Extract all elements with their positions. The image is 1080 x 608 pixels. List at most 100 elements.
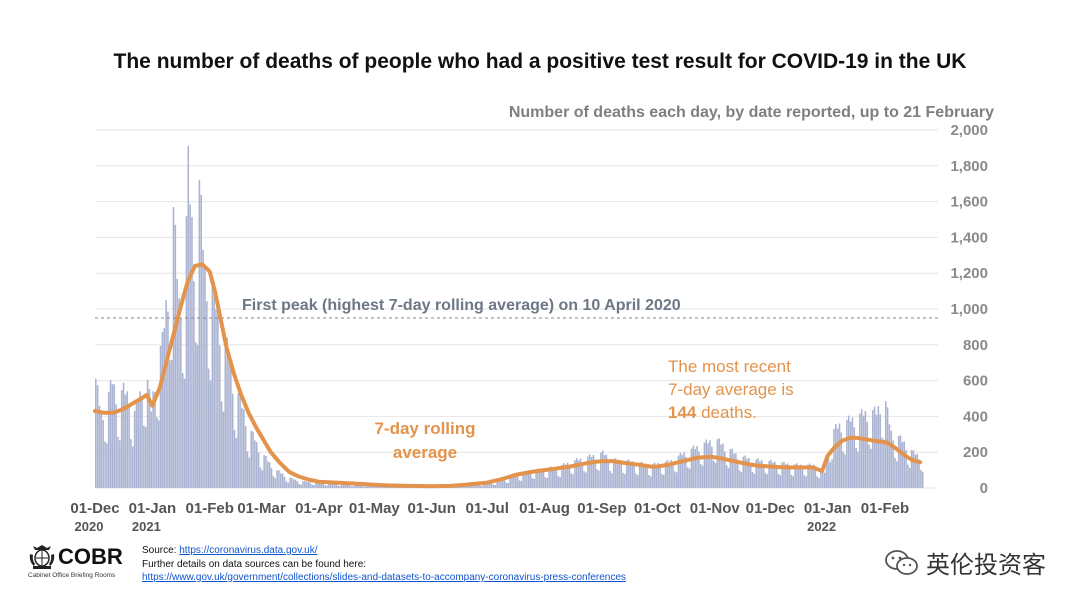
daily-bar [551, 468, 554, 488]
y-tick-label: 1,000 [950, 301, 988, 318]
daily-bar [622, 472, 624, 488]
daily-bar [772, 462, 774, 488]
daily-bar [620, 464, 622, 488]
daily-bar [757, 458, 759, 488]
daily-bar [835, 424, 837, 488]
daily-bar [133, 411, 136, 488]
x-tick-year: 2020 [75, 519, 104, 534]
daily-bar [692, 445, 695, 488]
x-tick-label: 01-Sep [577, 500, 626, 517]
daily-bar [675, 472, 678, 488]
daily-bar [796, 463, 798, 488]
daily-bar [724, 451, 726, 488]
daily-bar [598, 470, 600, 488]
x-tick-label: 01-Feb [861, 500, 909, 517]
daily-bar [773, 461, 776, 488]
details-link[interactable]: https://www.gov.uk/government/collection… [142, 572, 626, 583]
daily-bar [579, 458, 582, 488]
daily-bar [270, 468, 273, 488]
daily-bar [494, 484, 497, 488]
daily-bar [851, 417, 854, 488]
daily-bar [111, 384, 114, 488]
daily-bar [272, 476, 275, 488]
x-tick-year: 2022 [807, 519, 836, 534]
daily-bar [474, 484, 476, 488]
daily-bar [847, 415, 850, 488]
source-link[interactable]: https://coronavirus.data.gov.uk/ [179, 545, 318, 556]
daily-bar [600, 452, 602, 488]
daily-bar [376, 486, 378, 488]
daily-bar [629, 462, 632, 488]
daily-bar [333, 483, 336, 488]
daily-bar [820, 469, 822, 488]
daily-bar [213, 281, 215, 488]
rolling-average-label-line1: 7-day rolling [374, 419, 475, 438]
daily-bar [640, 461, 643, 488]
y-tick-label: 1,800 [950, 158, 988, 175]
daily-bar [823, 472, 826, 488]
daily-bar [178, 298, 180, 488]
x-tick-label: 01-Jan [804, 500, 852, 517]
daily-bar [672, 463, 674, 488]
daily-bar [202, 249, 204, 488]
daily-bar [816, 476, 819, 488]
daily-bar [296, 481, 299, 488]
daily-bar [135, 400, 138, 488]
wechat-icon [885, 549, 918, 575]
daily-bar [761, 460, 763, 488]
daily-bar [651, 464, 654, 488]
daily-bar [749, 462, 752, 488]
daily-bar [644, 463, 647, 488]
x-tick-label: 01-Dec [70, 500, 119, 517]
x-tick-label: 01-Feb [186, 500, 234, 517]
daily-bar [224, 340, 227, 488]
daily-bar [161, 332, 164, 488]
daily-bar [502, 479, 504, 488]
x-tick-label: 01-Jan [129, 500, 177, 517]
daily-bar [513, 476, 515, 488]
daily-bar [181, 373, 184, 488]
daily-bar [846, 419, 848, 488]
daily-bar [633, 465, 635, 488]
daily-bar [180, 318, 182, 488]
daily-bar [342, 483, 345, 488]
daily-bar [664, 461, 667, 488]
daily-bar [139, 391, 141, 488]
daily-bar [317, 482, 319, 488]
daily-bar [254, 440, 256, 488]
daily-bar [268, 462, 271, 488]
y-axis-ticks: 2,000 1,800 1,600 1,400 1,200 1,000 800 600 400 2… [950, 122, 988, 497]
daily-bar [141, 398, 143, 488]
daily-bar [215, 309, 217, 488]
daily-bar [124, 394, 127, 488]
daily-bar [289, 477, 291, 488]
daily-bar [211, 282, 214, 488]
daily-bar [590, 457, 593, 488]
daily-bar [537, 468, 539, 488]
daily-bar [716, 439, 719, 488]
daily-bar [309, 482, 312, 488]
further-details-text: Further details on data sources can be f… [142, 558, 367, 570]
daily-bar [531, 478, 534, 488]
daily-bar [344, 484, 347, 488]
daily-bar [873, 406, 876, 488]
daily-bar [705, 439, 708, 488]
daily-bar [550, 466, 552, 488]
daily-bar [853, 427, 856, 488]
daily-bar [187, 145, 190, 488]
daily-bar [487, 483, 489, 488]
daily-bar [526, 472, 528, 488]
daily-bar [748, 458, 750, 488]
daily-bar [514, 475, 517, 488]
daily-bar [661, 473, 663, 488]
daily-bar [753, 473, 756, 488]
daily-bar [174, 224, 177, 488]
daily-bar [267, 461, 269, 488]
daily-bar [281, 473, 284, 488]
daily-bar [117, 436, 119, 488]
daily-bar [918, 459, 920, 488]
daily-bar [801, 468, 804, 488]
recent-average-value: 144 [668, 403, 697, 422]
daily-bar [842, 451, 844, 488]
daily-bar [627, 459, 630, 488]
